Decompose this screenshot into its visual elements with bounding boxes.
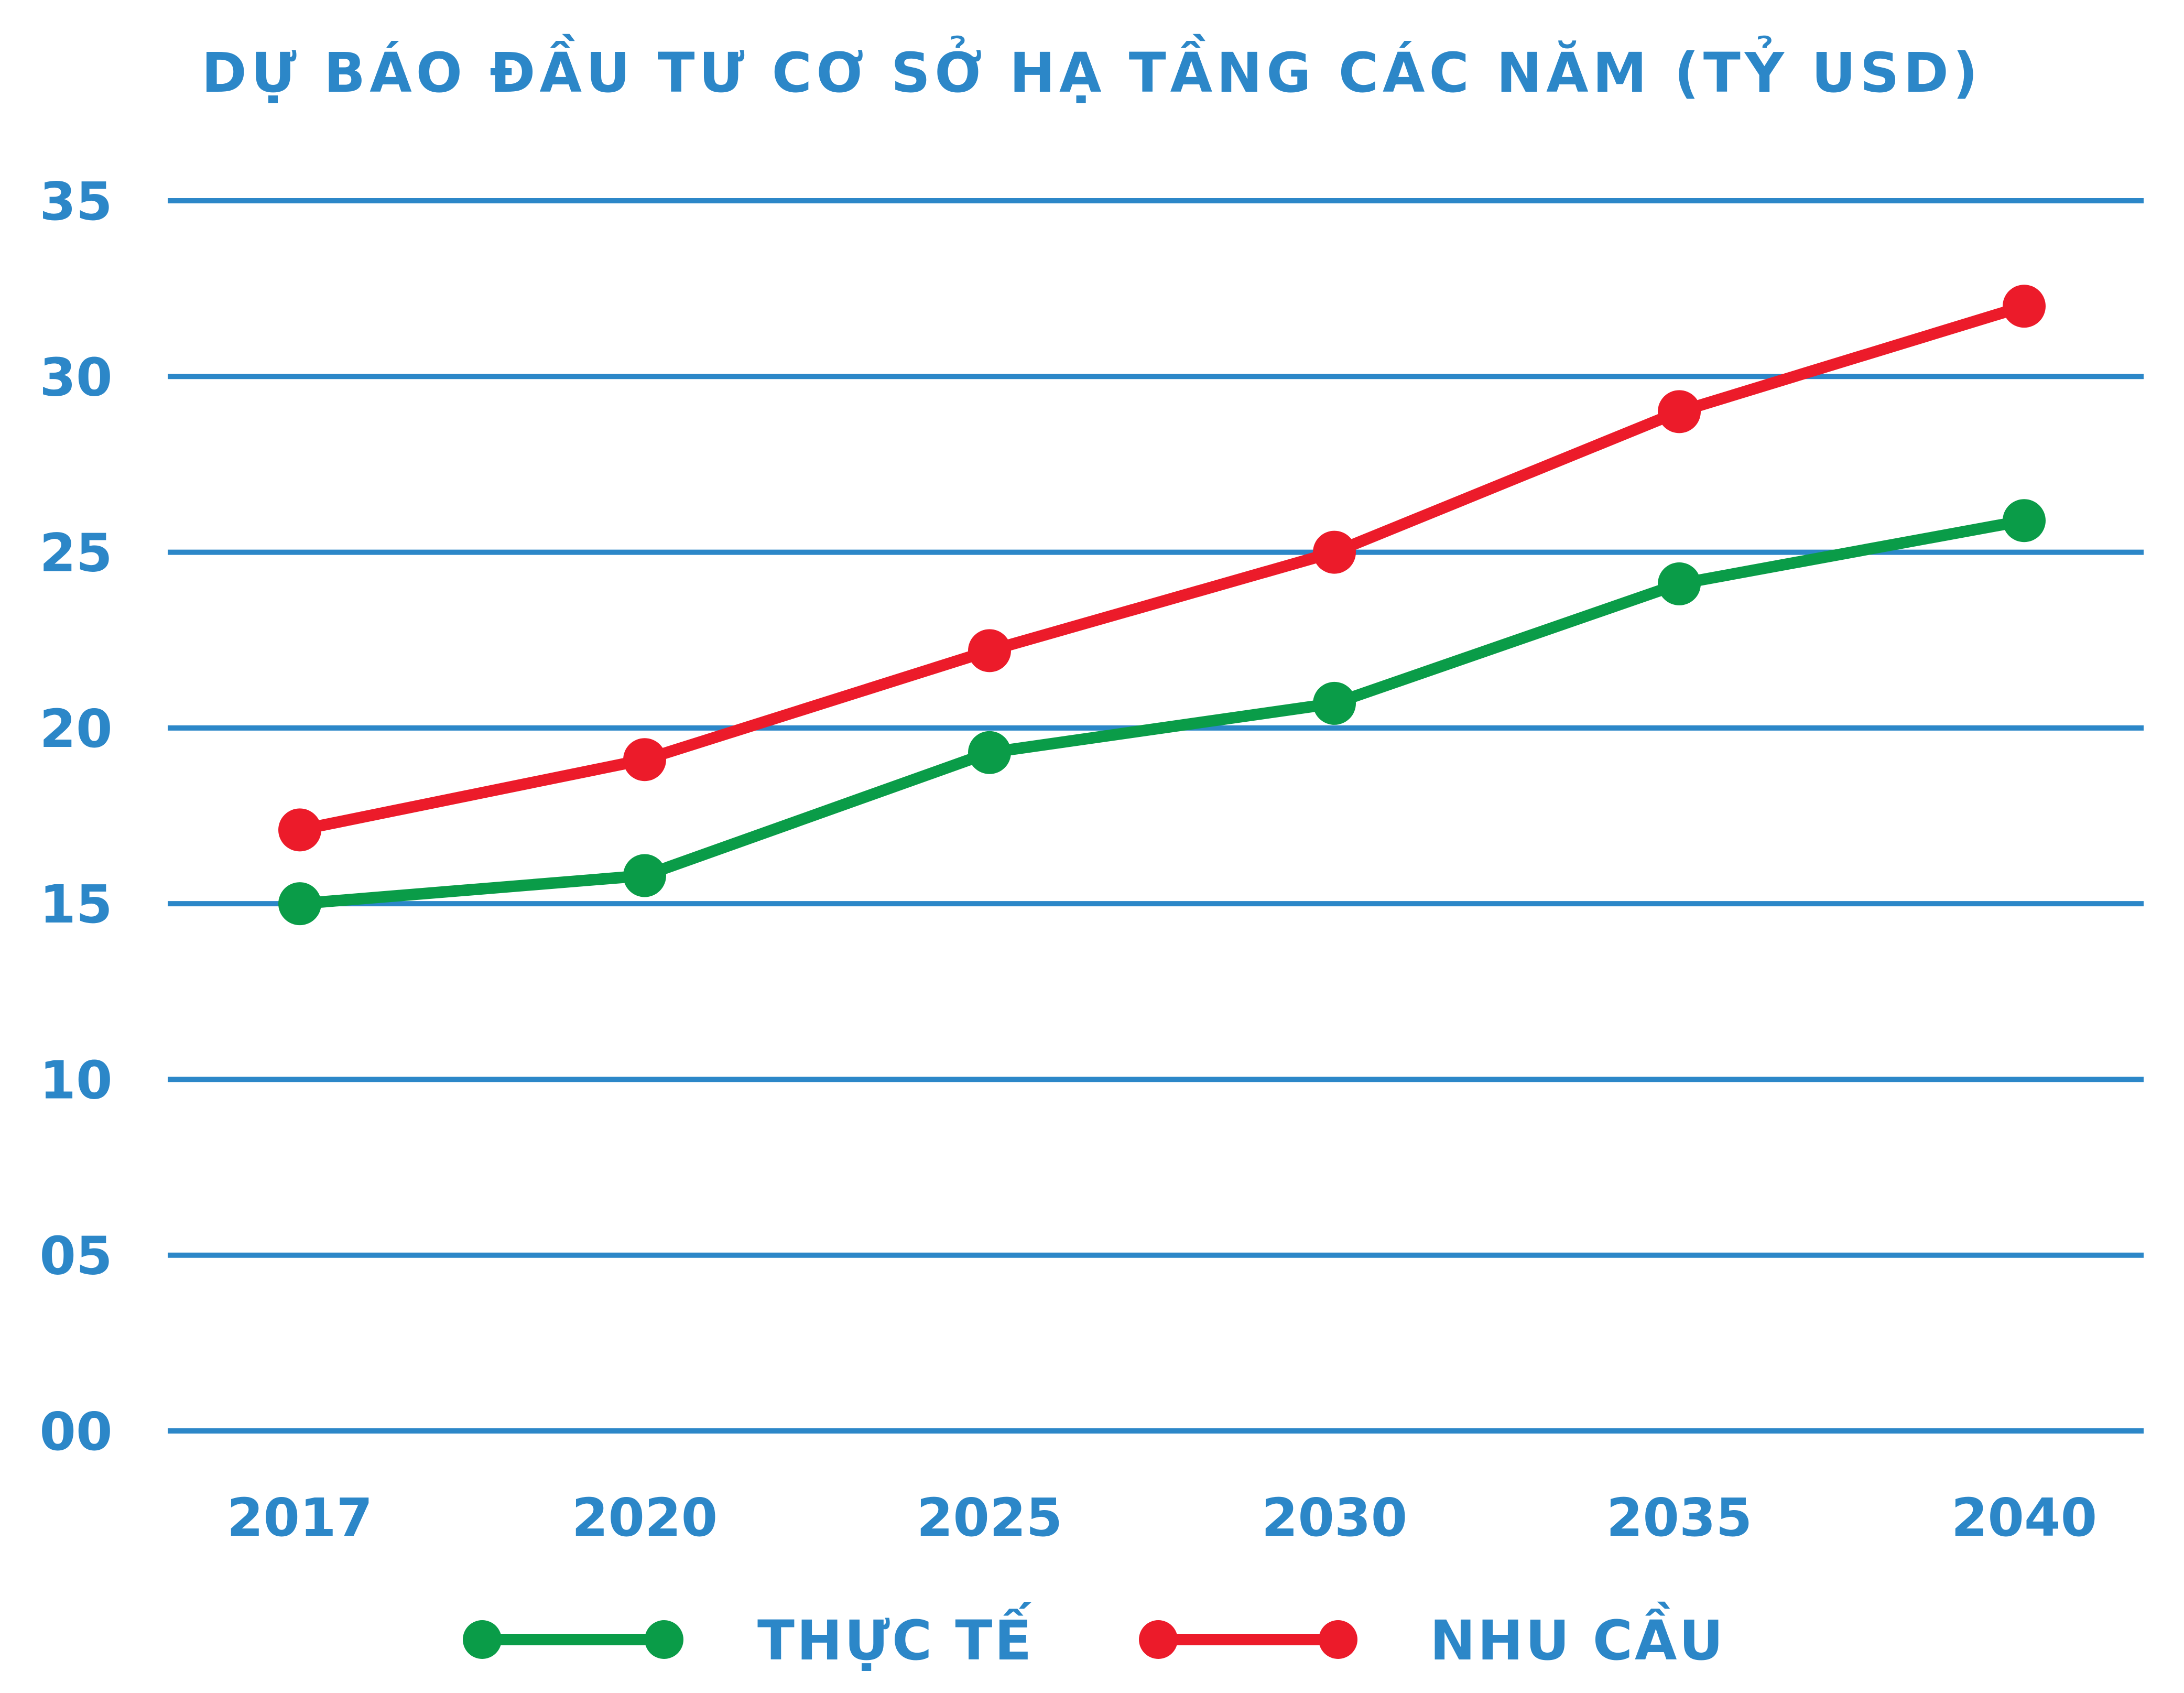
data-point [278, 808, 321, 852]
series-2 [278, 285, 2046, 852]
data-point [2003, 285, 2046, 328]
data-point [1313, 681, 1356, 725]
legend-marker [463, 1620, 502, 1659]
data-point [278, 882, 321, 926]
x-tick-label: 2030 [1262, 1487, 1407, 1548]
legend-label: NHU CẦU [1430, 1602, 1725, 1673]
legend: THỰC TẾ NHU CẦU [463, 1602, 1725, 1673]
series-lines [278, 285, 2046, 926]
x-tick-label: 2020 [572, 1487, 718, 1548]
data-point [968, 731, 1011, 774]
x-tick-label: 2025 [917, 1487, 1062, 1548]
y-tick-label: 30 [39, 346, 112, 408]
y-tick-label: 15 [39, 874, 112, 935]
x-axis-tick-labels: 2017 2020 2025 2030 2035 2040 [227, 1487, 2097, 1548]
chart-title: DỰ BÁO ĐẦU TƯ CƠ SỞ HẠ TẦNG CÁC NĂM (TỶ … [202, 34, 1982, 105]
legend-item: THỰC TẾ [463, 1602, 1034, 1673]
data-point [2003, 499, 2046, 542]
legend-marker [1139, 1620, 1178, 1659]
y-axis-tick-labels: 00 05 10 15 20 25 30 35 [39, 171, 112, 1462]
legend-marker [645, 1620, 683, 1659]
x-tick-label: 2035 [1606, 1487, 1752, 1548]
x-tick-label: 2017 [227, 1487, 373, 1548]
y-tick-label: 25 [39, 523, 112, 584]
data-point [1658, 390, 1701, 433]
data-point [623, 738, 666, 782]
data-point [1313, 530, 1356, 574]
y-tick-label: 10 [39, 1049, 112, 1111]
y-tick-label: 20 [39, 698, 112, 759]
x-tick-label: 2040 [1951, 1487, 2097, 1548]
gridlines [168, 198, 2144, 1434]
legend-item: NHU CẦU [1139, 1602, 1725, 1673]
legend-label: THỰC TẾ [757, 1602, 1034, 1673]
y-tick-label: 35 [39, 171, 112, 232]
data-point [1658, 562, 1701, 605]
y-tick-label: 05 [39, 1225, 112, 1287]
series-line [294, 300, 2030, 836]
legend-marker [1319, 1620, 1357, 1659]
y-tick-label: 00 [39, 1401, 112, 1462]
data-point [623, 854, 666, 897]
series-1 [278, 499, 2046, 926]
series-line [294, 515, 2030, 910]
data-point [968, 629, 1011, 672]
